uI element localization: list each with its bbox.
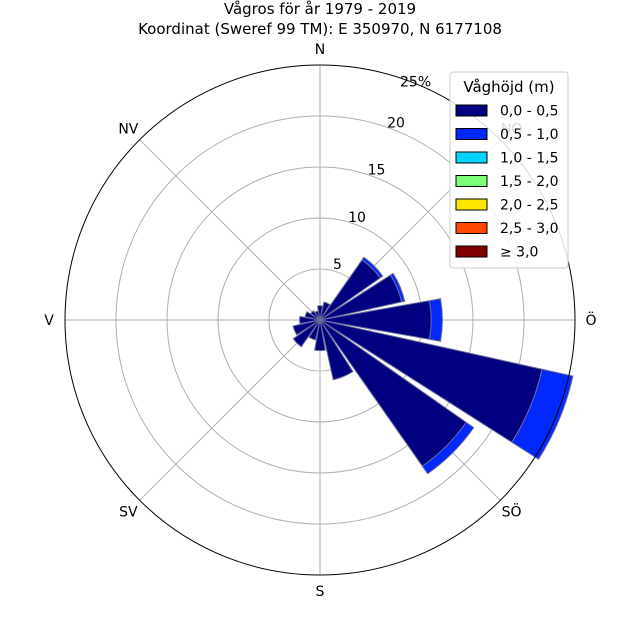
grid-spoke	[139, 139, 321, 321]
radial-tick-10: 10	[348, 210, 366, 226]
sector-bar-90-bin-1	[428, 298, 443, 342]
sector-bar-45-bin-1	[361, 256, 384, 279]
sector-bar-157.5-bin-0	[319, 319, 354, 381]
legend-label-1: 0,5 - 1,0	[500, 127, 558, 143]
legend-label-2: 1,0 - 1,5	[500, 151, 558, 167]
direction-label-0: N	[315, 42, 325, 58]
direction-label-3: SV	[119, 505, 138, 521]
radial-tick-labels: 5 10 15 20 25%	[333, 74, 431, 272]
sector-bar-270-bin-0	[299, 315, 321, 325]
sector-bar-180-bin-0	[314, 319, 326, 352]
sector-bar-247.5-bin-0	[292, 319, 321, 336]
legend-label-0: 0,0 - 0,5	[500, 104, 558, 120]
legend-frame	[449, 71, 569, 269]
legend-swatch-4	[455, 198, 488, 211]
outer-frame	[64, 64, 576, 576]
sector-bars	[292, 256, 574, 475]
legend-title: Våghöjd (m)	[463, 78, 554, 96]
chart-subtitle: Koordinat (Sweref 99 TM): E 350970, N 61…	[138, 20, 502, 38]
direction-label-6: Ö	[585, 311, 596, 329]
sector-bar-202.5-bin-0	[308, 319, 321, 341]
direction-label-2: V	[44, 313, 54, 329]
sector-bar-0-bin-0	[316, 305, 324, 321]
direction-label-5: SÖ	[502, 503, 522, 521]
legend-swatch-3	[455, 175, 488, 187]
legend: Våghöjd (m) 0,0 - 0,5 0,5 - 1,0 1,0 - 1,5 1…	[449, 71, 569, 269]
legend-swatch-6	[455, 245, 488, 258]
sector-bar-225-bin-0	[292, 319, 321, 348]
radial-tick-15: 15	[368, 163, 386, 179]
grid-spoke	[139, 319, 321, 501]
sector-bar-22.5-bin-0	[319, 301, 331, 321]
direction-label-1: NV	[118, 121, 138, 137]
sector-bar-112.5-bin-1	[511, 368, 574, 460]
polar-grid	[65, 65, 575, 575]
legend-label-5: 2,5 - 3,0	[500, 221, 558, 237]
legend-items: 0,0 - 0,5 0,5 - 1,0 1,0 - 1,5 1,5 - 2,0 2,0 …	[455, 104, 558, 261]
legend-swatch-1	[455, 128, 488, 140]
radial-tick-20: 20	[387, 116, 405, 132]
legend-swatch-0	[455, 104, 488, 117]
legend-label-6: ≥ 3,0	[500, 245, 538, 261]
legend-label-4: 2,0 - 2,5	[500, 198, 558, 214]
chart-title: Vågros för år 1979 - 2019	[224, 0, 416, 18]
legend-swatch-2	[455, 151, 488, 164]
direction-label-4: S	[316, 584, 325, 600]
radial-tick-25: 25%	[400, 74, 431, 90]
radial-tick-5: 5	[333, 257, 342, 273]
sector-bar-67.5-bin-1	[389, 272, 406, 303]
legend-label-3: 1,5 - 2,0	[500, 174, 558, 190]
sector-bar-337.5-bin-0	[314, 310, 321, 321]
sector-bar-135-bin-1	[421, 421, 475, 475]
legend-swatch-5	[455, 222, 488, 234]
sector-bar-315-bin-0	[310, 310, 321, 321]
